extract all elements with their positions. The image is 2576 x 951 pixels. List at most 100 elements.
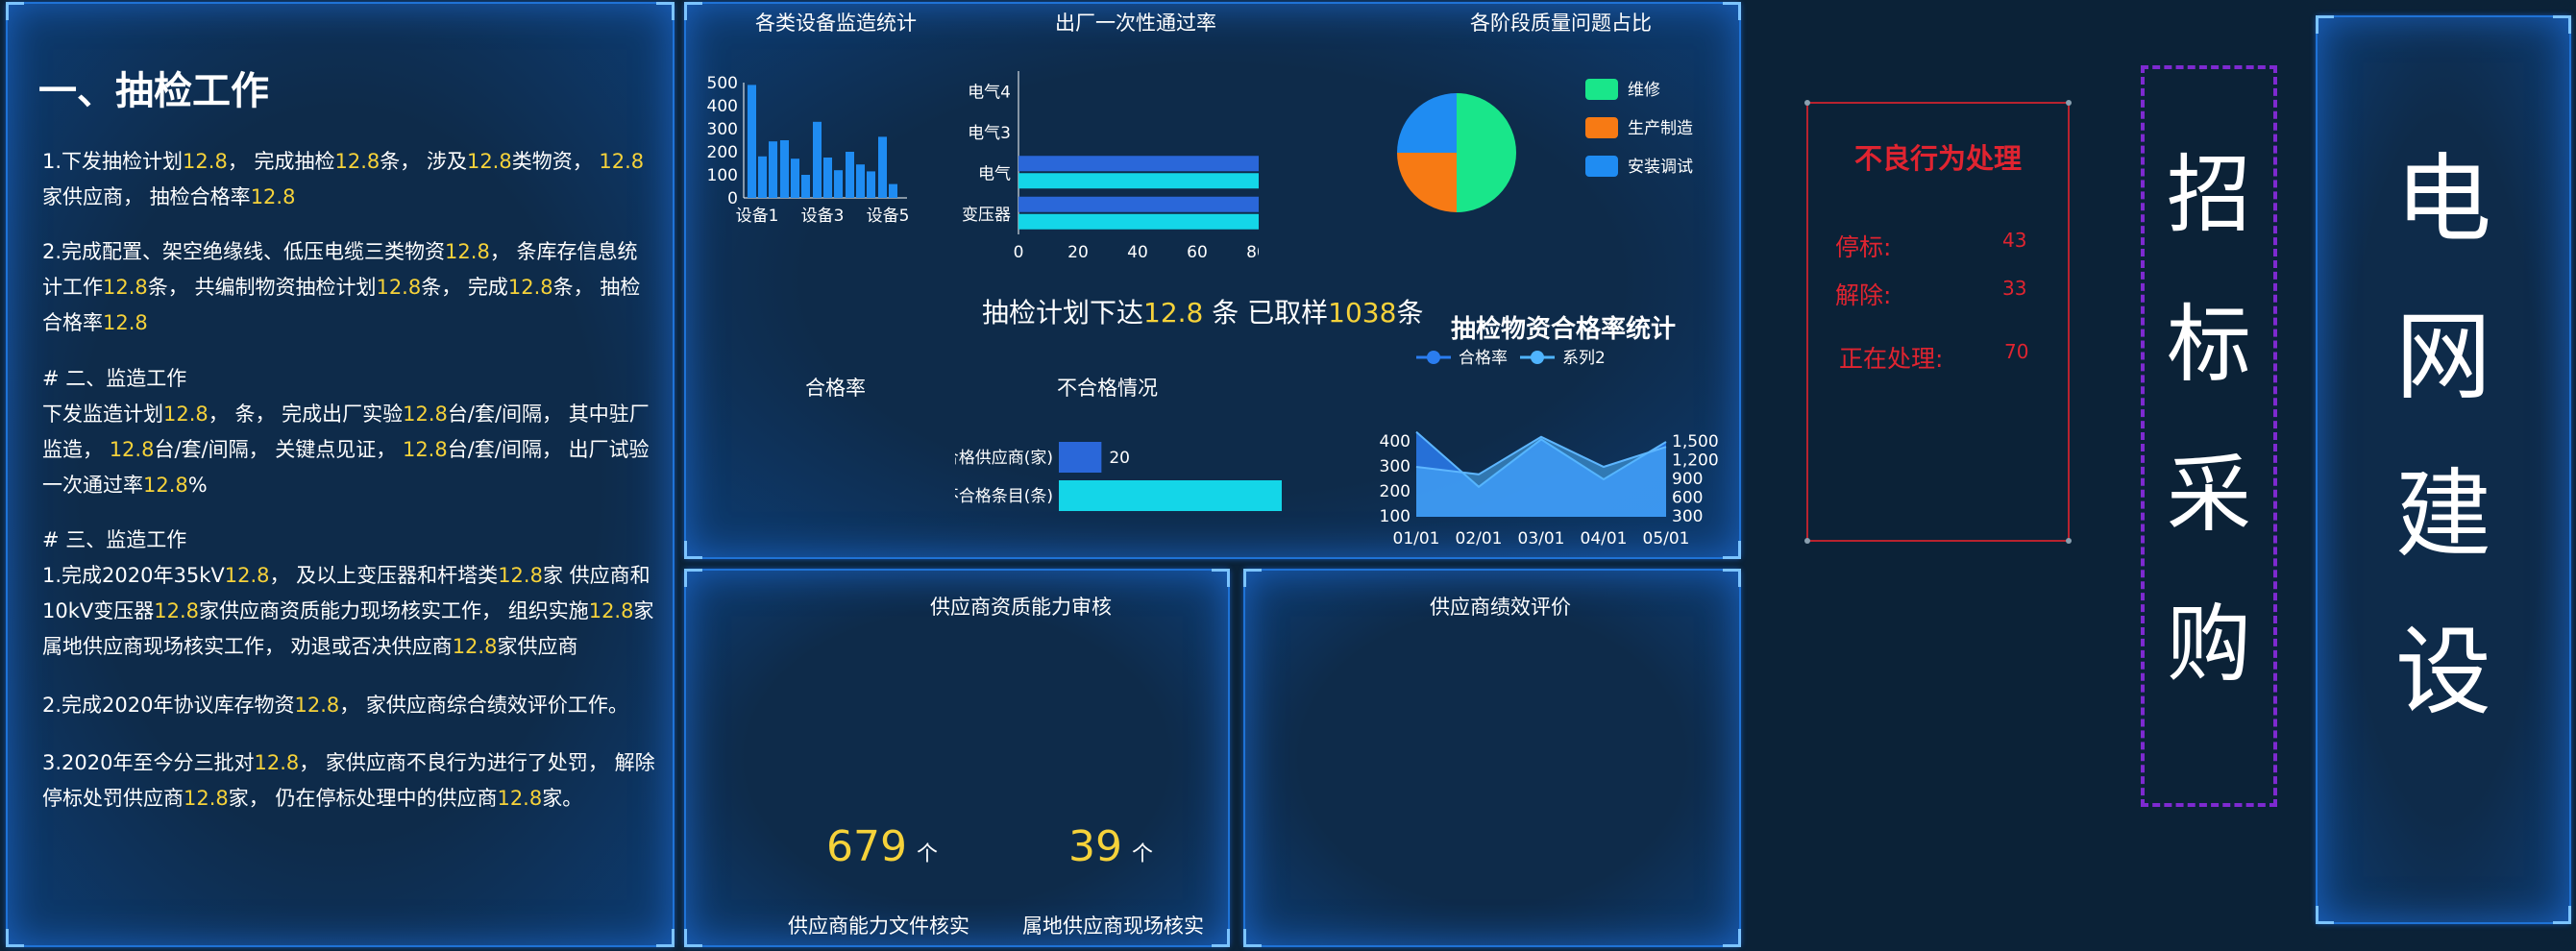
bar xyxy=(856,164,865,198)
bar xyxy=(1018,213,1259,230)
paragraph-5: 2.完成2020年协议库存物资12.8， 家供应商综合绩效评价工作。 xyxy=(42,688,657,723)
paragraph-6: 3.2020年至今分三批对12.8， 家供应商不良行为进行了处罚， 解除停标处罚… xyxy=(42,745,657,817)
panel-corner xyxy=(1243,569,1262,587)
highlight-value: 12.8 xyxy=(376,276,422,299)
stage-chart-title: 各阶段质量问题占比 xyxy=(1470,12,1652,35)
bar xyxy=(769,141,777,198)
highlight-value: 12.8 xyxy=(445,240,490,263)
panel-corner xyxy=(2553,15,2571,34)
legend-swatch xyxy=(1585,79,1618,100)
paragraph-text: 家 供应商和10kV变压器 xyxy=(42,564,650,622)
grid-char: 设 xyxy=(2395,616,2491,728)
paragraph-text: 类物资， xyxy=(511,150,600,173)
paragraph-text: 台/套/间隔， 其中驻厂监造， xyxy=(42,402,650,461)
highlight-value: 12.8 xyxy=(163,402,209,426)
paragraph-4-title: # 三、监造工作 xyxy=(42,528,187,551)
panel-corner xyxy=(1723,569,1741,587)
bad-behavior-box: 不良行为处理 停标: 43 解除: 33 正在处理: 70 xyxy=(1804,100,2072,544)
y-tick-label: 变压器 xyxy=(962,206,1011,225)
x-tick-label: 01/01 xyxy=(1393,529,1440,549)
stat-file-verify-label: 供应商能力文件核实 xyxy=(788,914,969,938)
y-tick-label: 500 xyxy=(707,74,738,93)
grid-construction-panel[interactable]: 电 网 建 设 xyxy=(2316,15,2571,924)
left-summary-panel: 一、抽检工作 1.下发抽检计划12.8， 完成抽检12.8条， 涉及12.8类物… xyxy=(6,2,675,947)
bar xyxy=(889,183,897,198)
tender-char: 购 xyxy=(2166,595,2251,694)
highlight-value: 12.8 xyxy=(184,787,229,810)
equipment-bar-chart: 0 100 200 300 400 500 设备1 设备3 设备5 xyxy=(707,74,910,226)
y-tick-label: 电气 xyxy=(978,164,1011,183)
highlight-value: 12.8 xyxy=(466,150,512,173)
x-tick-label: 设备3 xyxy=(801,207,845,226)
legend-label: 系列2 xyxy=(1562,349,1606,368)
supplier-performance-panel: 供应商绩效评价 xyxy=(1243,569,1741,947)
pie-slice xyxy=(1457,93,1516,212)
x-tick-label: 40 xyxy=(1127,243,1148,262)
highlight-value: 12.8 xyxy=(334,150,380,173)
bar xyxy=(1018,173,1259,189)
stat-site-verify: 39 个 xyxy=(1068,822,1154,871)
bar xyxy=(1018,196,1259,212)
paragraph-text: 2.完成2020年协议库存物资 xyxy=(42,694,295,717)
y-tick-label: 400 xyxy=(707,97,738,116)
paragraph-3-body: 下发监造计划12.8， 条， 完成出厂实验12.8台/套/间隔， 其中驻厂监造，… xyxy=(42,397,657,503)
paragraph-text: 条， 共编制物资抽检计划 xyxy=(147,276,377,299)
bad-row-value: 43 xyxy=(2002,229,2027,252)
panel-corner xyxy=(656,2,675,20)
panel-corner xyxy=(684,569,702,587)
bar xyxy=(801,175,810,198)
plan-summary: 抽检计划下达12.8 条 已取样1038条 xyxy=(982,297,1424,329)
bar xyxy=(780,140,789,198)
y-tick-label: 0 xyxy=(727,189,738,208)
paragraph-text: 条， 完成 xyxy=(421,276,508,299)
legend-label: 安装调试 xyxy=(1628,158,1693,177)
box-corner-dot xyxy=(2066,100,2072,106)
highlight-value: 12.8 xyxy=(109,438,155,461)
legend-label: 维修 xyxy=(1628,81,1660,100)
bad-row-label: 停标: xyxy=(1835,233,1892,261)
x-tick-label: 20 xyxy=(1067,243,1089,262)
paragraph-text: 1.完成2020年35kV xyxy=(42,564,225,587)
y-tick-label-right: 1,500 xyxy=(1672,432,1719,451)
panel-corner xyxy=(2553,906,2571,924)
highlight-value: 12.8 xyxy=(154,599,200,622)
bar xyxy=(758,156,767,198)
pass-rate-label: 合格率 xyxy=(805,377,866,400)
highlight-value: 12.8 xyxy=(452,635,498,658)
highlight-value: 12.8 xyxy=(294,694,340,717)
paragraph-text: 1.下发抽检计划 xyxy=(42,150,184,173)
paragraph-text: ， 完成抽检 xyxy=(227,150,335,173)
supplier-qualification-panel: 供应商资质能力审核 679 个 39 个 供应商能力文件核实 属地供应商现场核实 xyxy=(684,569,1230,947)
y-tick-label: 不合格条目(条) xyxy=(955,487,1053,506)
paragraph-text: ， 家供应商不良行为进行了处罚， 解除停标处罚供应商 xyxy=(42,751,655,810)
x-tick-label: 04/01 xyxy=(1581,529,1628,549)
paragraph-4-body: 1.完成2020年35kV12.8， 及以上变压器和杆塔类12.8家 供应商和1… xyxy=(42,558,657,665)
y-tick-label: 不合格供应商(家) xyxy=(955,449,1053,468)
grid-char: 网 xyxy=(2395,301,2491,413)
panel-corner xyxy=(684,2,702,20)
legend-swatch xyxy=(1585,117,1618,138)
paragraph-1: 1.下发抽检计划12.8， 完成抽检12.8条， 涉及12.8类物资， 12.8… xyxy=(42,144,657,215)
y-tick-label: 电气4 xyxy=(968,83,1011,102)
x-tick-label: 02/01 xyxy=(1456,529,1503,549)
y-tick-label: 电气3 xyxy=(968,124,1011,143)
bar xyxy=(834,170,843,198)
bar xyxy=(748,85,756,198)
material-chart-title: 抽检物资合格率统计 xyxy=(1451,315,1677,344)
bar xyxy=(846,152,854,198)
y-tick-label-right: 900 xyxy=(1672,470,1703,489)
y-tick-label-left: 400 xyxy=(1380,432,1411,451)
center-stats-panel: 各类设备监造统计 出厂一次性通过率 各阶段质量问题占比 0 100 200 300 40… xyxy=(684,2,1741,559)
tender-procurement-box[interactable]: 招 标 采 购 xyxy=(2141,65,2277,807)
legend-swatch xyxy=(1585,156,1618,177)
y-tick-label: 200 xyxy=(707,143,738,162)
grid-char: 电 xyxy=(2395,143,2491,256)
bar xyxy=(1059,442,1102,473)
paragraph-text: 家供应商资质能力现场核实工作， 组织实施 xyxy=(199,599,589,622)
panel-corner xyxy=(1212,569,1230,587)
highlight-value: 12.8 xyxy=(497,787,543,810)
box-corner-dot xyxy=(1804,538,1810,544)
paragraph-text: 条， 抽检合格率 xyxy=(42,276,641,334)
pie-slice xyxy=(1397,153,1457,212)
